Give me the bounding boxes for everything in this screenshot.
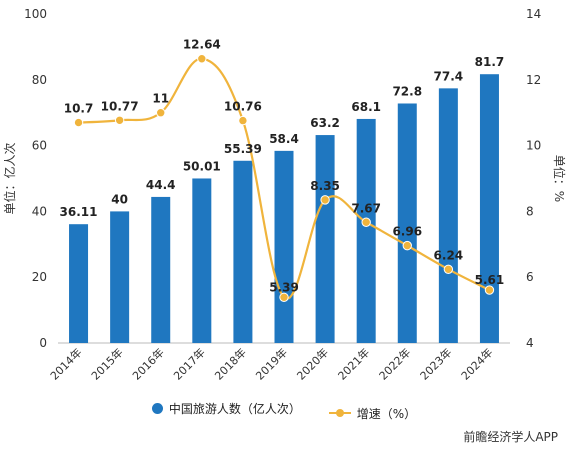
x-tick-label: 2014年	[47, 345, 84, 382]
bar[interactable]	[233, 160, 253, 343]
legend-item-line[interactable]: 增速（%）	[328, 405, 417, 422]
line-value-label: 5.61	[475, 273, 505, 287]
bar-value-label: 36.11	[60, 205, 98, 219]
legend: 中国旅游人数（亿人次） 增速（%）	[0, 400, 568, 422]
bar-value-label: 81.7	[475, 55, 505, 69]
y-right-tick-label: 12	[526, 73, 541, 87]
x-tick-label: 2015年	[88, 345, 125, 382]
y-right-tick-label: 6	[526, 270, 534, 284]
line-point[interactable]	[197, 54, 207, 64]
line-value-label: 10.76	[224, 100, 262, 114]
line-value-label: 7.67	[351, 201, 381, 215]
line-point[interactable]	[484, 285, 495, 295]
bar-value-label: 58.4	[269, 132, 299, 146]
line-value-label: 6.24	[434, 248, 464, 262]
legend-bar-swatch	[151, 403, 163, 414]
y-left-tick-label: 0	[39, 336, 47, 350]
y-left-axis-title: 单位：亿人次	[2, 142, 17, 214]
x-tick-label: 2021年	[335, 345, 372, 382]
bar[interactable]	[110, 211, 130, 343]
bar[interactable]	[315, 135, 335, 343]
legend-line-label: 增速（%）	[356, 406, 417, 421]
line-value-label: 10.7	[64, 102, 94, 116]
bars	[69, 74, 499, 344]
line-value-label: 12.64	[183, 38, 221, 52]
x-tick-label: 2016年	[129, 345, 166, 382]
line-value-label: 5.39	[269, 280, 299, 294]
bar-value-label: 55.39	[224, 142, 262, 156]
bar-value-label: 44.4	[146, 178, 176, 192]
source-label: 前瞻经济学人APP	[463, 430, 558, 444]
line-value-label: 6.96	[392, 225, 422, 239]
line-point[interactable]	[73, 117, 84, 128]
bar[interactable]	[69, 224, 89, 343]
x-tick-label: 2020年	[294, 345, 331, 382]
bar[interactable]	[479, 74, 499, 343]
bar[interactable]	[438, 88, 458, 343]
line-point[interactable]	[156, 108, 166, 118]
x-tick-label: 2018年	[212, 345, 249, 382]
line-value-label: 10.77	[101, 99, 139, 113]
y-right-tick-label: 10	[526, 139, 541, 153]
x-tick-label: 2024年	[458, 345, 495, 382]
y-right-tick-label: 14	[526, 7, 541, 21]
x-tick-label: 2017年	[170, 345, 207, 382]
y-right-axis-title: 单位：%	[552, 155, 567, 202]
bar[interactable]	[397, 103, 417, 343]
line-point[interactable]	[320, 195, 330, 205]
bar-value-label: 63.2	[310, 116, 340, 130]
y-left-tick-label: 40	[32, 204, 47, 218]
bar-value-label: 40	[111, 192, 128, 206]
y-right-tick-label: 4	[526, 336, 534, 350]
y-left-tick-label: 20	[32, 270, 47, 284]
bar-value-label: 50.01	[183, 159, 221, 173]
line-point[interactable]	[238, 115, 248, 126]
line-value-label: 8.35	[310, 179, 340, 193]
x-tick-label: 2022年	[376, 345, 413, 382]
y-right-tick-label: 8	[526, 204, 534, 218]
bar[interactable]	[151, 196, 171, 343]
bar[interactable]	[356, 118, 376, 344]
bar[interactable]	[192, 178, 212, 343]
line-value-label: 11	[152, 92, 169, 106]
x-tick-label: 2019年	[253, 345, 290, 382]
x-tick-label: 2023年	[417, 345, 454, 382]
line-point[interactable]	[402, 240, 412, 251]
y-left-tick-label: 60	[32, 139, 47, 153]
bar-value-label: 68.1	[351, 100, 381, 114]
y-left-tick-label: 80	[32, 73, 47, 87]
line-point[interactable]	[279, 292, 289, 302]
line-point[interactable]	[361, 217, 371, 227]
line-point[interactable]	[443, 264, 454, 275]
legend-line-swatch	[328, 409, 351, 417]
legend-item-bar[interactable]: 中国旅游人数（亿人次）	[151, 400, 301, 417]
y-left-tick-label: 100	[24, 7, 47, 21]
line-point[interactable]	[114, 115, 125, 125]
bar-value-label: 77.4	[434, 69, 464, 83]
growth-line	[73, 54, 495, 302]
bar-value-label: 72.8	[392, 84, 422, 98]
bar[interactable]	[274, 150, 294, 343]
legend-bar-label: 中国旅游人数（亿人次）	[168, 402, 301, 416]
